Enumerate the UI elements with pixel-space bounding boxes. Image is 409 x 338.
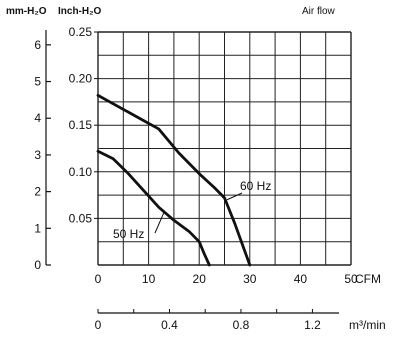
mm-tick-label: 0	[34, 258, 41, 272]
cfm-unit-label: CFM	[355, 272, 381, 286]
right-axis-unit: Inch-H₂O	[58, 6, 102, 17]
cfm-tick-label: 0	[95, 272, 102, 286]
series-layer	[96, 93, 252, 267]
m3-tick-label: 0	[95, 318, 102, 332]
chart-title: Air flow	[302, 6, 336, 17]
series-line-50-hz	[96, 149, 211, 267]
inch-tick-label: 0.20	[69, 72, 93, 86]
left-axis-unit: mm-H₂O	[6, 6, 47, 17]
cfm-tick-label: 30	[243, 272, 257, 286]
cfm-tick-label: 10	[142, 272, 156, 286]
m3-tick-label: 1.2	[304, 318, 321, 332]
cfm-tick-label: 20	[193, 272, 207, 286]
inch-tick-label: 0.05	[69, 211, 93, 225]
label-60hz: 60 Hz	[240, 179, 271, 193]
mm-tick-label: 3	[34, 148, 41, 162]
inch-tick-label: 0.25	[69, 25, 93, 39]
m3-unit-label: m³/min	[349, 318, 386, 332]
leader-50hz	[154, 212, 165, 234]
inch-tick-label: 0.15	[69, 118, 93, 132]
grid	[97, 31, 352, 266]
m3-tick-label: 0.8	[233, 318, 250, 332]
left-axis: 0 1 2 3 4 5 6	[34, 30, 51, 272]
x-axis-m3min: 0 0.4 0.8 1.2 m³/min	[95, 309, 386, 332]
cfm-tick-label: 50	[344, 272, 358, 286]
annotations: 60 Hz 50 Hz	[113, 179, 271, 241]
mm-tick-label: 6	[34, 38, 41, 52]
label-50hz: 50 Hz	[113, 227, 144, 241]
series-line-60-hz	[96, 93, 252, 267]
mm-tick-label: 4	[34, 111, 41, 125]
inch-tick-label: 0.10	[69, 165, 93, 179]
mm-tick-label: 1	[34, 221, 41, 235]
cfm-tick-label: 40	[294, 272, 308, 286]
leader-60hz	[226, 192, 243, 201]
mm-tick-label: 5	[34, 75, 41, 89]
mm-tick-label: 2	[34, 185, 41, 199]
m3-tick-label: 0.4	[161, 318, 178, 332]
right-axis: 0.05 0.10 0.15 0.20 0.25	[69, 25, 98, 225]
